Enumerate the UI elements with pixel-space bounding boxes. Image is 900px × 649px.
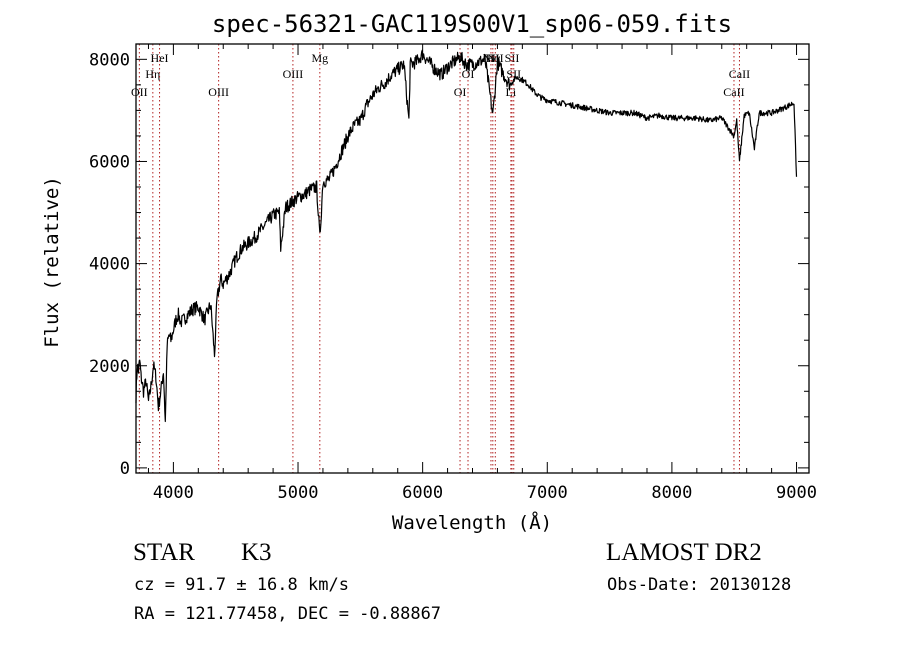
spectral-line-label: OII bbox=[131, 85, 148, 99]
y-tick-label: 6000 bbox=[89, 152, 130, 172]
x-tick-label: 8000 bbox=[651, 483, 692, 503]
spectral-line-label: HeI bbox=[151, 51, 169, 65]
spectral-line-label: Mg bbox=[311, 51, 328, 65]
spectral-line-label: CaII bbox=[729, 67, 750, 81]
spectral-line-label: Hη bbox=[145, 67, 160, 81]
spectrum-series-line bbox=[135, 49, 798, 423]
object-class: STAR bbox=[133, 539, 195, 566]
y-tick-label: 8000 bbox=[89, 50, 130, 70]
spectrum-info: STAR K3 LAMOST DR2 cz = 91.7 ± 16.8 km/s… bbox=[133, 539, 791, 624]
x-axis: 4000 5000 6000 7000 8000 9000 bbox=[147, 44, 817, 503]
spectral-line-label: OIII bbox=[208, 85, 229, 99]
y-axis-label: Flux (relative) bbox=[41, 176, 63, 348]
x-tick-label: 5000 bbox=[278, 483, 319, 503]
survey-name: LAMOST DR2 bbox=[606, 539, 762, 566]
y-tick-label: 0 bbox=[120, 459, 130, 479]
x-tick-label: 6000 bbox=[402, 483, 443, 503]
spectral-line-label: OI bbox=[462, 67, 475, 81]
spectral-line-label: CaII bbox=[723, 85, 744, 99]
x-tick-label: 4000 bbox=[153, 483, 194, 503]
spectral-line-label: Li bbox=[506, 85, 517, 99]
x-tick-label: 9000 bbox=[776, 483, 817, 503]
x-axis-label: Wavelength (Å) bbox=[392, 511, 552, 534]
ra-dec-coordinates: RA = 121.77458, DEC = -0.88867 bbox=[134, 604, 441, 624]
observation-date: Obs-Date: 20130128 bbox=[607, 575, 791, 595]
x-tick-label: 7000 bbox=[527, 483, 568, 503]
object-subclass: K3 bbox=[241, 539, 272, 566]
y-tick-label: 2000 bbox=[89, 357, 130, 377]
y-axis: 0 2000 4000 6000 8000 bbox=[89, 50, 809, 479]
y-tick-label: 4000 bbox=[89, 255, 130, 275]
spectral-line-label: OI bbox=[454, 85, 467, 99]
spectral-line-label: SII bbox=[505, 51, 520, 65]
chart-title: spec-56321-GAC119S00V1_sp06-059.fits bbox=[212, 10, 732, 38]
spectral-line-label: OIII bbox=[283, 67, 304, 81]
redshift-velocity: cz = 91.7 ± 16.8 km/s bbox=[134, 575, 349, 595]
